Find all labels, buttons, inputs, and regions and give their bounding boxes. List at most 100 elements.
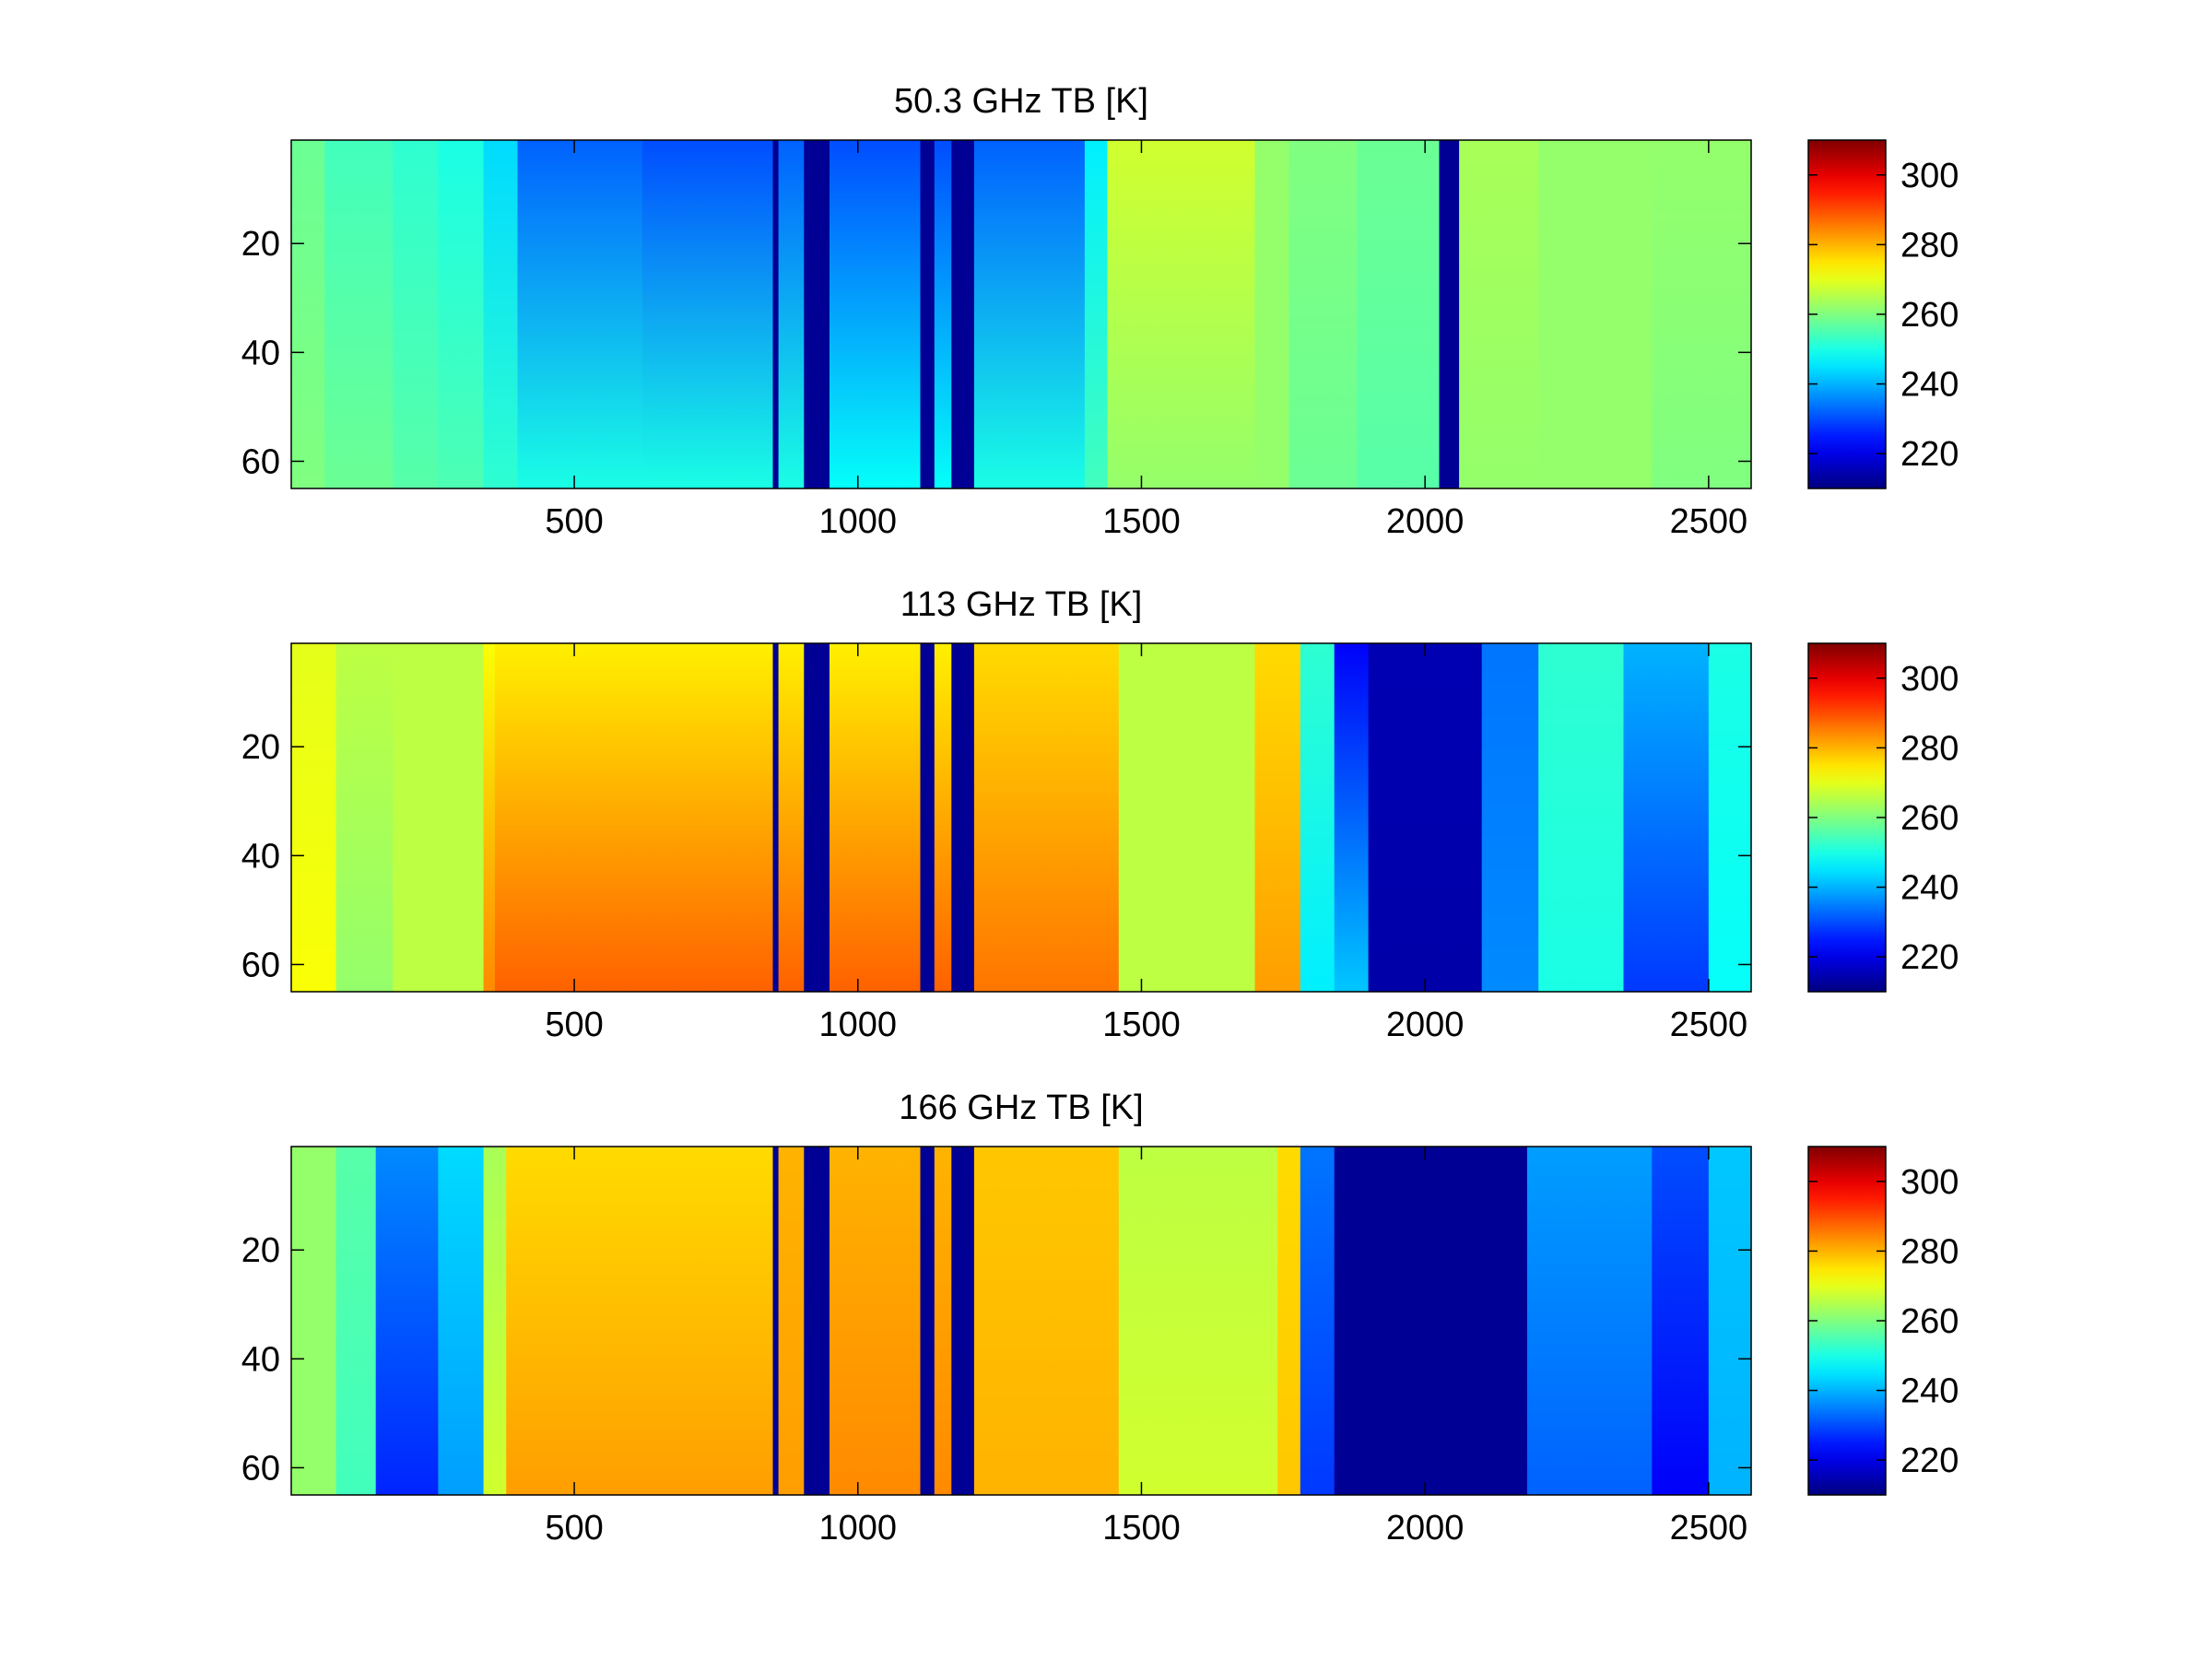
heatmap-segment: [778, 643, 805, 992]
heatmap-segment: [772, 140, 780, 488]
x-tick-label: 1500: [1102, 502, 1181, 541]
heatmap-segment: [1254, 643, 1301, 992]
heatmap-segment: [1277, 1147, 1301, 1495]
heatmap-segment: [772, 643, 780, 992]
heatmap-panel-2: 113 GHz TB [K] 500 1000 1500 2000 2500 20 40 60 2…: [241, 585, 1959, 1044]
y-tick-label: 60: [241, 442, 280, 481]
heatmap-panel-3: 166 GHz TB [K] 500 1000 1500 2000 2500 20 40 60 2…: [241, 1088, 1959, 1547]
panel-title: 113 GHz TB [K]: [900, 585, 1143, 624]
heatmap-segment: [291, 1147, 337, 1495]
y-tick-label: 20: [241, 1231, 280, 1270]
y-tick-label: 40: [241, 1340, 280, 1379]
y-tick-label: 20: [241, 225, 280, 264]
axes-box: [290, 139, 1752, 489]
colorbar-tick-label: 240: [1900, 1372, 1959, 1411]
heatmap-segment: [483, 1147, 507, 1495]
heatmap-segment: [438, 1147, 485, 1495]
heatmap-segment: [1526, 1147, 1653, 1495]
heatmap-segment: [1300, 643, 1335, 992]
colorbar-tick-label: 280: [1900, 729, 1959, 768]
heatmap-segment: [1300, 1147, 1335, 1495]
colorbar-tick-label: 260: [1900, 799, 1959, 838]
colorbar-tick-label: 240: [1900, 366, 1959, 405]
heatmap-segment: [934, 140, 952, 488]
heatmap-segment: [517, 140, 643, 488]
axes-box: [290, 1146, 1752, 1496]
x-tick-label: 1000: [818, 1006, 897, 1044]
heatmap-segment: [1357, 140, 1441, 488]
heatmap-segment: [934, 1147, 952, 1495]
colorbar-tick-label: 220: [1900, 435, 1959, 474]
heatmap-segment: [1708, 643, 1752, 992]
heatmap-panel-1: 50.3 GHz TB [K] 500 1000 1500 2000 2500 20 40 60…: [241, 82, 1959, 541]
heatmap-segment: [973, 643, 1120, 992]
x-tick-label: 2500: [1670, 1006, 1748, 1044]
x-tick-label: 500: [545, 1509, 603, 1547]
y-tick-label: 40: [241, 837, 280, 876]
x-tick-label: 2000: [1386, 1006, 1465, 1044]
colorbar-tick-label: 260: [1900, 1302, 1959, 1341]
heatmap-segment: [1107, 140, 1256, 488]
heatmap-segment: [920, 1147, 935, 1495]
heatmap-segment: [920, 140, 935, 488]
x-tick-label: 2500: [1670, 1509, 1748, 1547]
heatmap-segment: [951, 1147, 975, 1495]
heatmap-segment: [335, 1147, 377, 1495]
colorbar-tick-label: 300: [1900, 157, 1959, 195]
axes-box: [290, 642, 1752, 993]
heatmap-segment: [804, 643, 830, 992]
x-tick-label: 1500: [1102, 1509, 1181, 1547]
x-tick-label: 2000: [1386, 1509, 1465, 1547]
heatmap-segment: [1254, 140, 1289, 488]
x-tick-label: 2000: [1386, 502, 1465, 541]
x-tick-label: 2500: [1670, 502, 1748, 541]
heatmap-segment: [973, 140, 1086, 488]
heatmap-segment: [1334, 643, 1370, 992]
heatmap-cells: [291, 643, 1752, 992]
heatmap-segment: [1084, 140, 1109, 488]
heatmap-segment: [1538, 643, 1625, 992]
heatmap-cells: [291, 1147, 1752, 1495]
heatmap-segment: [641, 140, 773, 488]
colorbar: 220 240 260 280 300: [1807, 642, 1959, 993]
colorbar-gradient: [1807, 1146, 1887, 1496]
colorbar-gradient: [1807, 139, 1887, 489]
heatmap-segment: [324, 140, 394, 488]
heatmap-segment: [494, 643, 773, 992]
heatmap-segment: [483, 643, 496, 992]
heatmap-segment: [951, 140, 975, 488]
x-tick-label: 500: [545, 502, 603, 541]
heatmap-segment: [438, 140, 485, 488]
heatmap-segment: [973, 1147, 1120, 1495]
heatmap-segment: [1481, 643, 1539, 992]
heatmap-segment: [1652, 140, 1752, 488]
colorbar-tick-label: 280: [1900, 226, 1959, 265]
x-tick-label: 1000: [818, 502, 897, 541]
colorbar-gradient: [1807, 642, 1887, 993]
colorbar: 220 240 260 280 300: [1807, 139, 1959, 489]
y-tick-label: 60: [241, 946, 280, 984]
heatmap-segment: [1652, 1147, 1710, 1495]
colorbar-tick-label: 220: [1900, 1441, 1959, 1480]
colorbar-tick-label: 300: [1900, 1163, 1959, 1202]
y-tick-label: 20: [241, 728, 280, 767]
colorbar-tick-label: 240: [1900, 869, 1959, 908]
heatmap-segment: [934, 643, 952, 992]
heatmap-segment: [291, 140, 325, 488]
heatmap-segment: [1334, 1147, 1528, 1495]
colorbar-tick-label: 260: [1900, 296, 1959, 335]
y-tick-label: 60: [241, 1449, 280, 1488]
heatmap-segment: [1623, 643, 1710, 992]
heatmap-segment: [375, 1147, 439, 1495]
heatmap-segment: [1439, 140, 1460, 488]
colorbar-tick-label: 300: [1900, 660, 1959, 699]
heatmap-segment: [804, 1147, 830, 1495]
x-tick-label: 1500: [1102, 1006, 1181, 1044]
heatmap-segment: [1368, 643, 1483, 992]
x-tick-label: 1000: [818, 1509, 897, 1547]
heatmap-segment: [951, 643, 975, 992]
heatmap-segment: [830, 643, 922, 992]
heatmap-segment: [804, 140, 830, 488]
heatmap-segment: [506, 1147, 773, 1495]
